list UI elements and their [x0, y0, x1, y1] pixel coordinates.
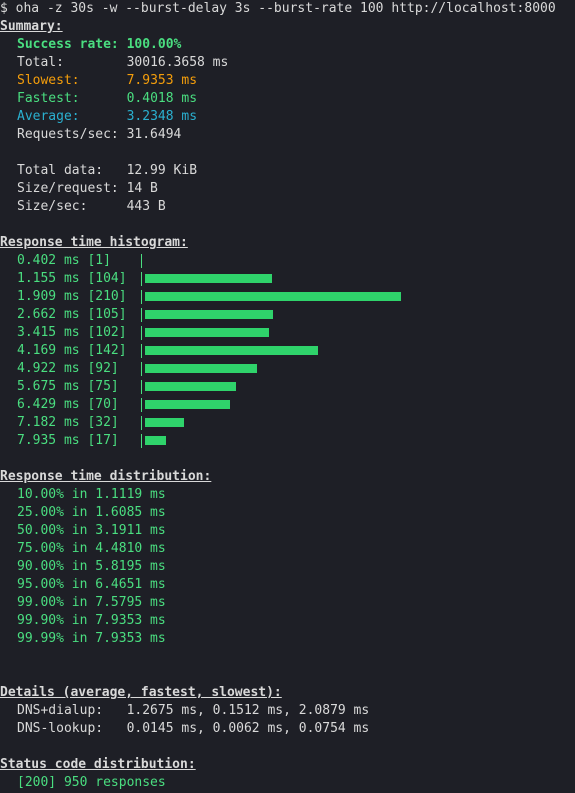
histogram-axis — [141, 308, 142, 322]
histogram-label: 1.909 ms [210] — [17, 289, 127, 304]
histogram-label: 0.402 ms [1] — [17, 253, 111, 268]
summary-value: 100.00% — [126, 37, 182, 52]
summary-data-row: Size/request: 14 B — [17, 180, 158, 198]
histogram-label: 6.429 ms [70] — [17, 397, 119, 412]
distribution-row: 50.00% in 3.1911 ms — [17, 523, 166, 538]
histogram-label: 1.155 ms [104] — [17, 271, 127, 286]
histogram-bar — [145, 364, 257, 373]
summary-pad — [80, 109, 127, 124]
details-pad — [103, 721, 126, 736]
summary-label: Total: — [17, 55, 64, 70]
summary-data-row: Total data: 12.99 KiB — [17, 162, 197, 180]
summary-label: Slowest: — [17, 73, 80, 88]
histogram-axis — [141, 362, 142, 376]
summary-row: Fastest: 0.4018 ms — [17, 90, 197, 108]
histogram-axis — [141, 380, 142, 394]
details-pad — [103, 703, 126, 718]
histogram-bar — [145, 346, 318, 355]
status-heading: Status code distribution: — [0, 757, 196, 772]
histogram-label: 4.922 ms [92] — [17, 361, 119, 376]
details-row: DNS+dialup: 1.2675 ms, 0.1512 ms, 2.0879… — [17, 702, 369, 720]
histogram-bar — [145, 382, 236, 391]
command-line: $ oha -z 30s -w --burst-delay 3s --burst… — [0, 1, 556, 16]
summary-label: Total data: — [17, 163, 104, 178]
summary-row: Requests/sec: 31.6494 — [17, 126, 181, 144]
details-heading: Details (average, fastest, slowest): — [0, 685, 282, 700]
distribution-row: 95.00% in 6.4651 ms — [17, 577, 166, 592]
status-row: [200] 950 responses — [17, 775, 166, 790]
histogram-bar — [145, 310, 273, 319]
summary-pad — [80, 91, 127, 106]
distribution-row: 25.00% in 1.6085 ms — [17, 505, 166, 520]
distribution-row: 99.00% in 7.5795 ms — [17, 595, 166, 610]
histogram-label: 7.935 ms [17] — [17, 433, 119, 448]
distribution-row: 99.90% in 7.9353 ms — [17, 613, 166, 628]
histogram-bar — [145, 418, 184, 427]
histogram-axis — [141, 344, 142, 358]
histogram-axis — [141, 398, 142, 412]
histogram-label: 2.662 ms [105] — [17, 307, 127, 322]
histogram-label: 5.675 ms [75] — [17, 379, 119, 394]
histogram-bar — [145, 436, 166, 445]
summary-row: Average: 3.2348 ms — [17, 108, 197, 126]
details-value: 1.2675 ms, 0.1512 ms, 2.0879 ms — [126, 703, 370, 718]
details-row: DNS-lookup: 0.0145 ms, 0.0062 ms, 0.0754… — [17, 720, 369, 738]
histogram-bar — [145, 328, 269, 337]
histogram-bar — [145, 292, 401, 301]
summary-label: Average: — [17, 109, 80, 124]
summary-value: 31.6494 — [126, 127, 182, 142]
distribution-heading: Response time distribution: — [0, 469, 212, 484]
histogram-axis — [141, 272, 142, 286]
histogram-axis — [141, 254, 142, 268]
summary-value: 3.2348 ms — [126, 109, 198, 124]
histogram-bar — [145, 400, 230, 409]
histogram-axis — [141, 290, 142, 304]
histogram-label: 4.169 ms [142] — [17, 343, 127, 358]
summary-pad — [119, 127, 127, 142]
histogram-heading: Response time histogram: — [0, 235, 188, 250]
distribution-row: 10.00% in 1.1119 ms — [17, 487, 166, 502]
summary-label: Success rate: — [17, 37, 119, 52]
summary-pad — [119, 37, 127, 52]
summary-row: Success rate: 100.00% — [17, 36, 181, 54]
histogram-axis — [141, 326, 142, 340]
distribution-row: 75.00% in 4.4810 ms — [17, 541, 166, 556]
summary-label: Size/sec: — [17, 199, 88, 214]
histogram-bar — [145, 274, 272, 283]
distribution-row: 99.99% in 7.9353 ms — [17, 631, 166, 646]
summary-label: Fastest: — [17, 91, 80, 106]
summary-value: 7.9353 ms — [126, 73, 198, 88]
summary-row: Slowest: 7.9353 ms — [17, 72, 197, 90]
details-value: 0.0145 ms, 0.0062 ms, 0.0754 ms — [126, 721, 370, 736]
details-label: DNS-lookup: — [17, 721, 104, 736]
summary-pad — [87, 199, 126, 214]
histogram-label: 7.182 ms [32] — [17, 415, 119, 430]
histogram-axis — [141, 416, 142, 430]
summary-value: 0.4018 ms — [126, 91, 198, 106]
details-label: DNS+dialup: — [17, 703, 104, 718]
distribution-row: 90.00% in 5.8195 ms — [17, 559, 166, 574]
summary-label: Size/request: — [17, 181, 119, 196]
histogram-label: 3.415 ms [102] — [17, 325, 127, 340]
summary-pad — [103, 163, 126, 178]
summary-heading: Summary: — [0, 19, 63, 34]
histogram-axis — [141, 434, 142, 448]
summary-value: 30016.3658 ms — [126, 55, 229, 70]
summary-value: 12.99 KiB — [126, 163, 198, 178]
summary-pad — [119, 181, 127, 196]
summary-value: 443 B — [126, 199, 166, 214]
summary-row: Total: 30016.3658 ms — [17, 54, 228, 72]
summary-pad — [64, 55, 127, 70]
summary-label: Requests/sec: — [17, 127, 119, 142]
summary-data-row: Size/sec: 443 B — [17, 198, 166, 216]
summary-pad — [80, 73, 127, 88]
summary-value: 14 B — [126, 181, 158, 196]
